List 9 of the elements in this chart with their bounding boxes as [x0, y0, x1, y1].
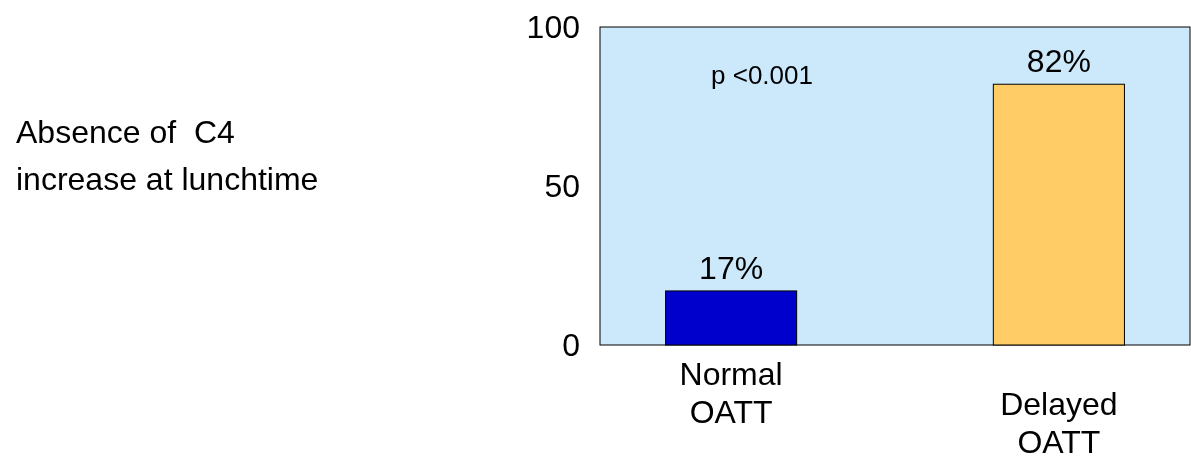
y-tick-label: 100	[526, 9, 580, 46]
text: Absence of C4 increase at lunchtime	[16, 114, 319, 197]
x-tick-label: Delayed OATT	[1000, 386, 1118, 460]
x-tick-label: Normal OATT	[679, 356, 783, 430]
data-label: 82%	[1026, 43, 1091, 80]
annotation: p <0.001	[711, 60, 813, 90]
data-label: 17%	[699, 249, 764, 286]
y-tick-label: 0	[562, 327, 580, 364]
y-tick-label: 50	[544, 168, 580, 205]
